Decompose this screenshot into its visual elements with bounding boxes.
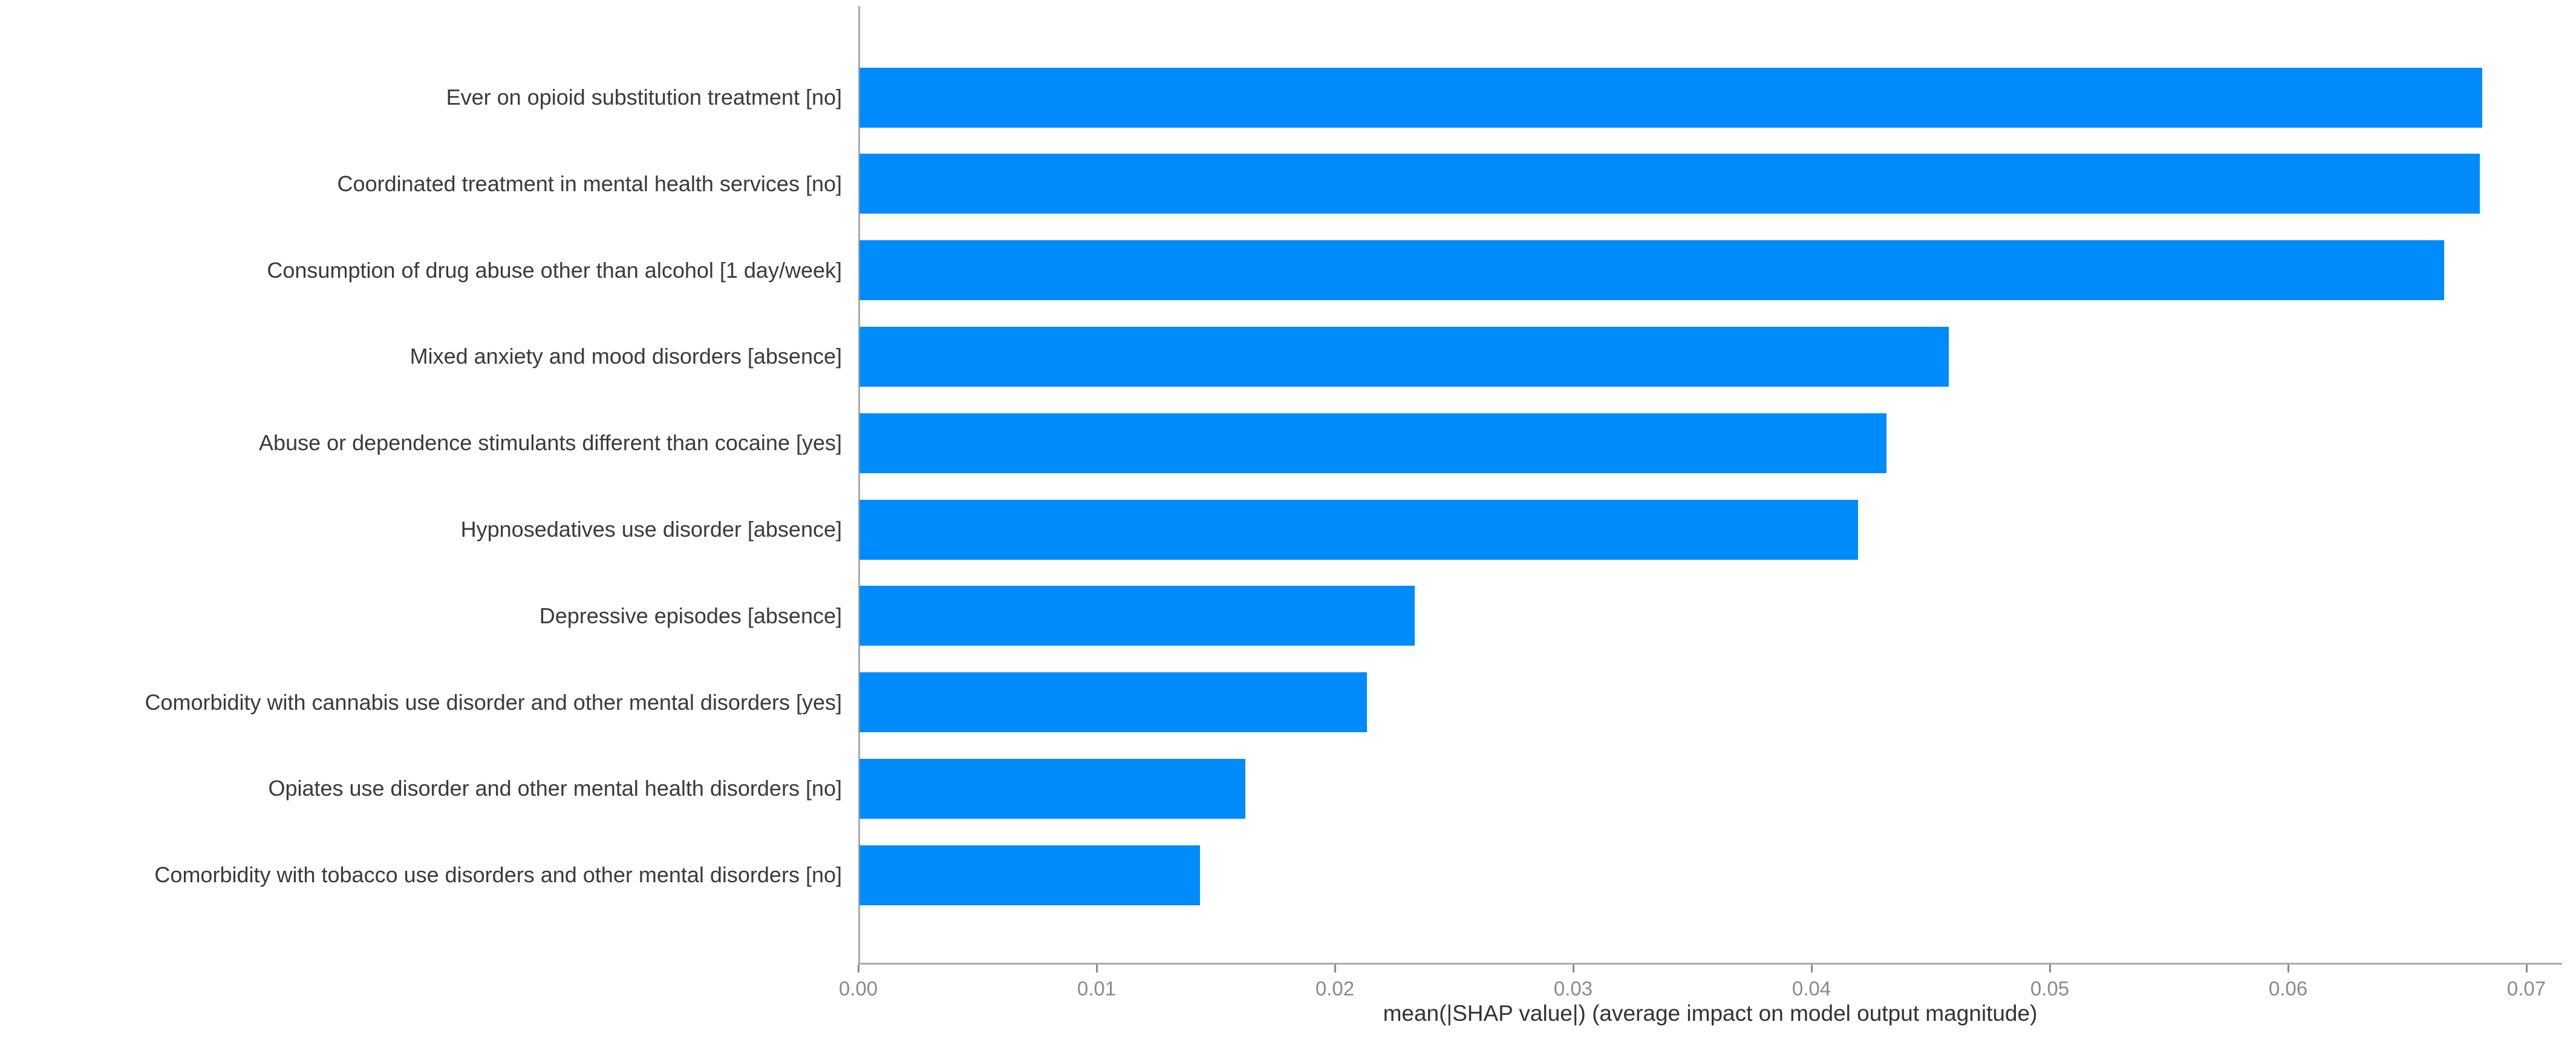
x-tick-label: 0.00 [838,977,878,1000]
bar [859,672,1368,733]
bar [859,845,1201,905]
x-tick-label: 0.05 [2030,977,2070,1000]
x-tick-label: 0.04 [1792,977,1831,1000]
y-axis-label: Coordinated treatment in mental health s… [337,171,842,196]
y-axis-label: Consumption of drug abuse other than alc… [267,257,842,283]
y-axis-label: Ever on opioid substitution treatment [n… [446,85,842,110]
x-axis-title: mean(|SHAP value|) (average impact on mo… [1383,1001,2038,1026]
x-tick-label: 0.03 [1553,977,1593,1000]
x-tick-label: 0.01 [1077,977,1117,1000]
x-tick-mark [2049,965,2051,972]
y-axis-label: Opiates use disorder and other mental he… [268,776,842,801]
x-tick-label: 0.02 [1315,977,1355,1000]
x-tick-label: 0.06 [2268,977,2308,1000]
y-axis-label: Abuse or dependence stimulants different… [259,430,842,456]
x-tick-label: 0.07 [2506,977,2546,1000]
bar [859,413,1887,473]
x-axis-line [858,963,2562,965]
x-tick-mark [1095,965,1098,972]
y-axis-label: Hypnosedatives use disorder [absence] [460,517,842,542]
x-tick-mark [2525,965,2528,972]
bar [859,240,2445,301]
bar [859,499,1858,560]
bar [859,154,2480,214]
x-tick-mark [1810,965,1813,972]
x-tick-mark [2287,965,2289,972]
y-axis-label: Comorbidity with cannabis use disorder a… [145,689,842,715]
y-axis-spine [858,6,860,963]
bar [859,326,1949,387]
x-tick-mark [1334,965,1336,972]
y-axis-label: Comorbidity with tobacco use disorders a… [154,862,842,888]
y-axis-label: Depressive episodes [absence] [539,603,842,628]
bar [859,67,2483,128]
y-axis-label: Mixed anxiety and mood disorders [absenc… [409,344,842,369]
bar [859,586,1415,646]
x-tick-mark [1572,965,1574,972]
bar [859,758,1246,819]
x-tick-mark [857,965,859,972]
